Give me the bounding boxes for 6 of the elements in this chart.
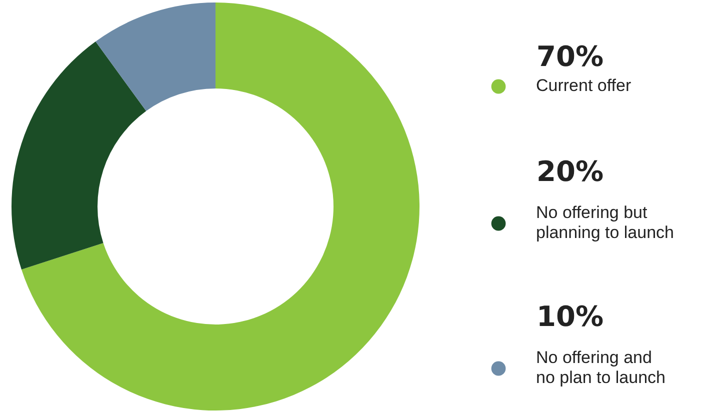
legend-label: No offering and no plan to launch bbox=[536, 348, 666, 388]
data-label: 10% bbox=[536, 300, 604, 333]
data-label: 20% bbox=[536, 155, 604, 188]
data-label: 70% bbox=[536, 40, 604, 73]
legend-label: Current offer bbox=[536, 76, 632, 96]
legend-label: No offering but planning to launch bbox=[536, 203, 674, 243]
